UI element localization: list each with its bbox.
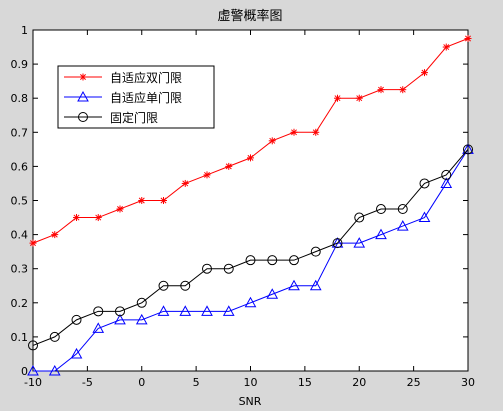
x-tick-label: 5: [193, 376, 200, 389]
data-point-circle: [223, 263, 234, 274]
legend-entry-label: 自适应双门限: [110, 70, 182, 85]
data-point-circle: [245, 255, 256, 266]
x-tick-label: 10: [244, 376, 258, 389]
data-point-circle: [376, 204, 386, 215]
legend-entry-label: 固定门限: [110, 110, 158, 125]
data-point-star: [138, 197, 146, 204]
data-point-triangle: [353, 237, 366, 248]
data-point-circle: [115, 306, 125, 317]
data-point-circle: [310, 246, 321, 257]
data-point-star: [181, 179, 189, 187]
data-point-triangle: [418, 211, 431, 223]
data-point-circle: [202, 263, 212, 274]
data-point-circle: [180, 280, 191, 291]
data-point-circle: [136, 297, 147, 308]
series-group: [27, 35, 474, 376]
x-axis-label: SNR: [239, 395, 262, 408]
data-point-star: [377, 86, 385, 94]
x-tick-label: 25: [407, 376, 421, 389]
data-point-star: [73, 214, 80, 222]
data-point-triangle: [179, 305, 192, 316]
y-tick-label: 0.4: [11, 229, 29, 242]
data-point-star: [225, 162, 233, 170]
y-tick-label: 0.6: [11, 160, 29, 173]
data-point-circle: [71, 314, 82, 325]
data-point-triangle: [92, 322, 105, 333]
data-point-star: [29, 239, 37, 247]
data-point-triangle: [222, 305, 235, 316]
data-point-star: [464, 35, 472, 43]
series-0: [29, 35, 472, 247]
data-point-triangle: [375, 228, 387, 240]
x-tick-label: 30: [461, 376, 475, 389]
y-tick-label: 0: [21, 365, 28, 378]
data-point-circle: [354, 212, 365, 223]
data-point-triangle: [288, 279, 300, 291]
x-tick-label: 15: [298, 376, 312, 389]
y-tick-label: 0.1: [11, 331, 29, 344]
y-tick-label: 0.3: [11, 263, 29, 276]
y-tick-label: 0.9: [11, 58, 29, 71]
data-point-triangle: [27, 364, 39, 376]
data-point-circle: [332, 238, 343, 249]
y-tick-label: 0.7: [11, 126, 29, 139]
data-point-triangle: [309, 279, 322, 291]
data-point-triangle: [157, 305, 170, 316]
data-point-triangle: [77, 90, 89, 102]
data-point-circle: [267, 255, 278, 266]
data-point-triangle: [201, 305, 213, 316]
data-point-circle: [397, 204, 408, 215]
data-point-triangle: [396, 220, 409, 231]
axis-ticks: -10 -5 0 5 10 15 20 25 30 0 0.1 0.2 0.3 0.4 0.5 0.6 0.7 0…: [11, 24, 476, 389]
data-point-triangle: [244, 296, 257, 308]
data-point-star: [116, 205, 124, 213]
data-point-star: [79, 73, 87, 81]
data-point-triangle: [266, 288, 279, 299]
x-tick-label: 0: [138, 376, 145, 389]
data-point-star: [268, 137, 276, 145]
data-point-star: [399, 86, 407, 94]
data-point-triangle: [48, 364, 61, 376]
series-2: [28, 144, 473, 351]
data-point-circle: [419, 178, 430, 189]
data-point-circle: [78, 112, 88, 122]
series-line: [32, 149, 469, 346]
data-point-star: [203, 171, 211, 179]
data-point-triangle: [440, 177, 453, 188]
y-tick-label: 0.5: [11, 195, 29, 208]
data-point-star: [247, 154, 254, 162]
data-point-triangle: [135, 313, 148, 325]
data-point-star: [334, 94, 341, 102]
x-tick-label: -10: [24, 376, 42, 389]
data-point-star: [421, 69, 428, 77]
data-point-star: [355, 94, 363, 102]
data-point-circle: [49, 331, 60, 342]
x-tick-label: -5: [82, 376, 93, 389]
data-point-triangle: [114, 313, 126, 325]
data-point-circle: [463, 144, 473, 155]
data-point-circle: [441, 169, 452, 180]
data-point-star: [290, 128, 298, 136]
data-point-star: [51, 231, 59, 239]
chart-title: 虚警概率图: [217, 8, 282, 24]
data-point-circle: [158, 280, 169, 291]
data-point-star: [442, 43, 450, 51]
data-point-star: [160, 197, 167, 204]
data-point-star: [94, 214, 102, 222]
x-tick-label: 20: [352, 376, 366, 389]
series-line: [33, 149, 469, 372]
data-point-circle: [289, 255, 299, 266]
y-tick-label: 0.8: [11, 92, 29, 105]
data-point-circle: [28, 340, 38, 351]
data-point-triangle: [70, 347, 83, 359]
data-point-star: [312, 128, 320, 136]
legend-entry-label: 自适应单门限: [110, 90, 182, 105]
y-tick-label: 1: [21, 24, 28, 37]
data-point-circle: [93, 306, 104, 317]
y-tick-label: 0.2: [11, 297, 29, 310]
